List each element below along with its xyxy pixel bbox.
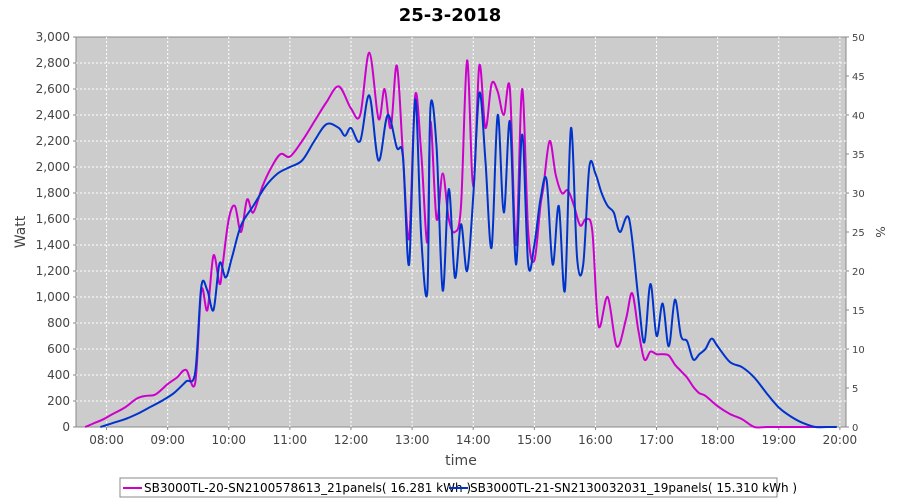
y2-tick-label: 30 [852,189,865,200]
y-tick-label: 0 [62,420,70,434]
y-tick-label: 200 [47,394,70,408]
legend-label-series-2: SB3000TL-21-SN2130032031_19panels( 15.31… [470,481,797,495]
y-tick-label: 2,600 [36,82,70,96]
y-tick-label: 1,200 [36,264,70,278]
x-tick-label: 12:00 [334,433,369,447]
y-tick-label: 1,600 [36,212,70,226]
series-line-1 [84,51,828,429]
y2-tick-label: 25 [852,228,865,239]
y2-axis-ticks: 0 5 10 15 20 25 30 35 40 45 50 [846,33,865,434]
y-tick-label: 600 [47,342,70,356]
x-tick-label: 14:00 [456,433,491,447]
y2-tick-label: 0 [852,423,858,434]
y-axis-ticks: 0 200 400 600 800 1,000 1,200 1,400 1,600 1,800 2,… [36,30,76,434]
y-tick-label: 3,000 [36,30,70,44]
y2-tick-label: 10 [852,345,865,356]
x-tick-label: 18:00 [700,433,735,447]
x-axis-ticks: 08:00 09:00 10:00 11:00 12:00 13:00 14:00 15:00… [89,427,857,447]
y-tick-label: 400 [47,368,70,382]
x-axis-label: time [445,453,477,469]
chart-title: 25-3-2018 [399,5,502,26]
y2-tick-label: 35 [852,150,865,161]
y-tick-label: 2,800 [36,56,70,70]
y2-tick-label: 20 [852,267,865,278]
legend: SB3000TL-20-SN2100578613_21panels( 16.28… [119,477,797,498]
x-tick-label: 11:00 [273,433,308,447]
y-tick-label: 2,000 [36,160,70,174]
x-tick-label: 19:00 [761,433,796,447]
series-line-2 [100,91,837,429]
y-tick-label: 800 [47,316,70,330]
x-tick-label: 16:00 [578,433,613,447]
x-tick-label: 15:00 [517,433,552,447]
y-tick-label: 1,000 [36,290,70,304]
y2-tick-label: 45 [852,72,865,83]
x-tick-label: 09:00 [150,433,185,447]
y-tick-label: 2,400 [36,108,70,122]
y2-tick-label: 40 [852,111,865,122]
x-tick-label: 20:00 [823,433,858,447]
x-tick-label: 10:00 [211,433,246,447]
legend-label-series-1: SB3000TL-20-SN2100578613_21panels( 16.28… [144,481,471,495]
plot-area [75,36,847,428]
y-tick-label: 2,200 [36,134,70,148]
grid-lines [76,37,846,427]
x-tick-label: 17:00 [639,433,674,447]
x-tick-label: 13:00 [395,433,430,447]
x-tick-label: 08:00 [89,433,124,447]
legend-box [119,477,778,498]
y2-tick-label: 15 [852,306,865,317]
y-axis-label: Watt [13,215,29,248]
y2-axis-label: % [873,226,887,237]
series-lines [84,51,837,429]
y2-tick-label: 50 [852,33,865,44]
y2-tick-label: 5 [852,384,858,395]
y-tick-label: 1,400 [36,238,70,252]
y-tick-label: 1,800 [36,186,70,200]
